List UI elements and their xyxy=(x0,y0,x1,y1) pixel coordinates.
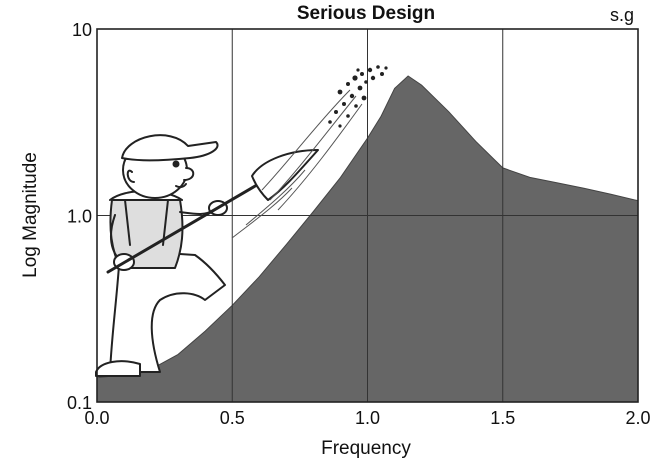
x-tick-label: 0.5 xyxy=(220,408,245,428)
y-tick-labels: 0.1 1.0 10 xyxy=(67,20,92,413)
y-tick-label: 0.1 xyxy=(67,393,92,413)
grid xyxy=(97,29,638,402)
x-tick-label: 0.0 xyxy=(84,408,109,428)
x-axis-label: Frequency xyxy=(321,438,411,459)
shoveling-worker-illustration xyxy=(95,134,319,377)
plot-frame xyxy=(96,28,639,403)
y-tick-label: 10 xyxy=(72,20,92,40)
x-tick-label: 1.5 xyxy=(490,408,515,428)
x-tick-label: 1.0 xyxy=(355,408,380,428)
chart-title: Serious Design xyxy=(297,3,435,24)
flying-dirt-illustration xyxy=(231,65,388,239)
x-tick-label: 2.0 xyxy=(625,408,650,428)
y-axis-label: Log Magnitude xyxy=(20,152,41,278)
x-tick-labels: 0.0 0.5 1.0 1.5 2.0 xyxy=(84,408,650,428)
corner-label: s.g xyxy=(610,5,634,25)
y-tick-label: 1.0 xyxy=(67,207,92,227)
